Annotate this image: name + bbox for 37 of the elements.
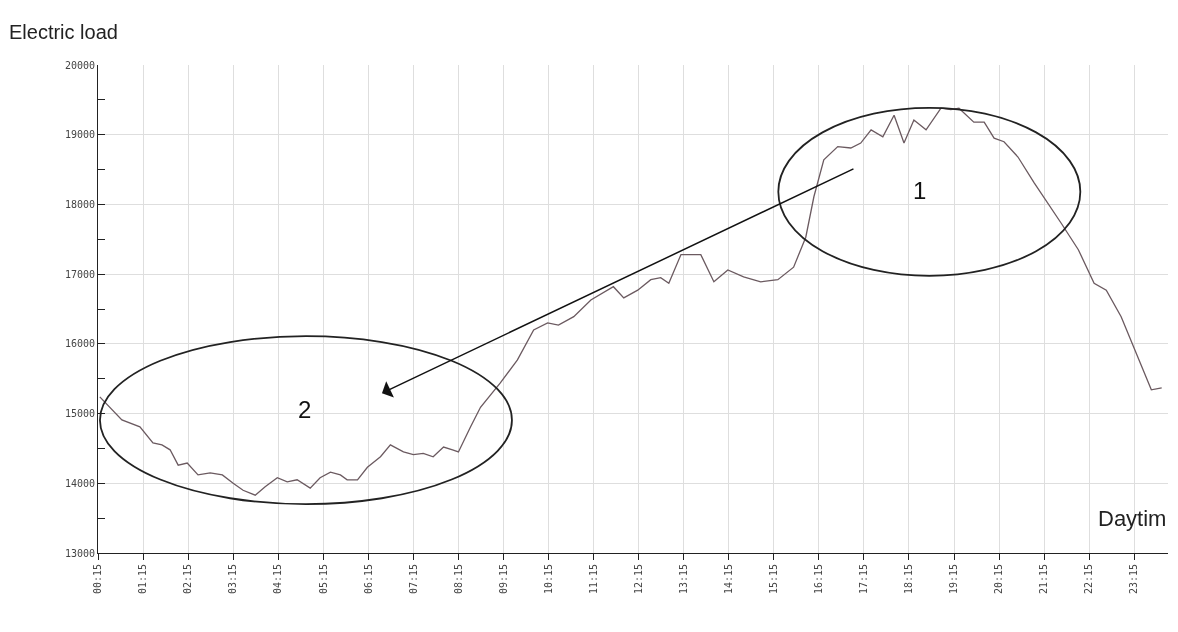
y-tick-label: 15000 bbox=[64, 408, 95, 420]
x-tick-label: 10:15 bbox=[542, 564, 554, 595]
x-tick-label: 01:15 bbox=[137, 564, 149, 595]
x-tick-label: 09:15 bbox=[497, 564, 509, 595]
x-axis-title: Daytim bbox=[1098, 506, 1167, 531]
x-tick-label: 18:15 bbox=[903, 564, 915, 595]
x-tick-label: 06:15 bbox=[362, 564, 374, 595]
x-tick-label: 16:15 bbox=[813, 564, 825, 595]
y-tick-label: 13000 bbox=[64, 547, 95, 559]
y-tick-label: 18000 bbox=[64, 198, 95, 210]
x-tick-label: 11:15 bbox=[587, 564, 599, 595]
x-tick-label: 14:15 bbox=[722, 564, 734, 595]
y-tick-label: 17000 bbox=[64, 268, 95, 280]
x-tick-label: 08:15 bbox=[452, 564, 464, 595]
x-tick-label: 20:15 bbox=[993, 564, 1005, 595]
x-tick-label: 02:15 bbox=[182, 564, 194, 595]
x-tick-label: 23:15 bbox=[1128, 564, 1140, 595]
y-tick-label: 16000 bbox=[64, 338, 95, 350]
y-tick-label: 14000 bbox=[64, 477, 95, 489]
x-tick-label: 15:15 bbox=[768, 564, 780, 595]
x-tick-label: 03:15 bbox=[227, 564, 239, 595]
line-series bbox=[99, 107, 1163, 496]
x-tick-label: 07:15 bbox=[407, 564, 419, 595]
y-tick-label: 20000 bbox=[64, 59, 95, 71]
x-tick-label: 21:15 bbox=[1038, 564, 1050, 595]
x-tick-label: 04:15 bbox=[272, 564, 284, 595]
annotation: 2 bbox=[298, 396, 312, 423]
x-tick-label: 17:15 bbox=[858, 564, 870, 595]
x-tick-label: 19:15 bbox=[948, 564, 960, 595]
x-tick-label: 00:15 bbox=[92, 564, 104, 595]
x-tick-label: 05:15 bbox=[317, 564, 329, 595]
y-tick-label: 19000 bbox=[64, 129, 95, 141]
x-tick-label: 13:15 bbox=[677, 564, 689, 595]
y-axis-title: Electric load bbox=[9, 21, 118, 43]
annotation: 1 bbox=[913, 177, 927, 204]
x-tick-label: 22:15 bbox=[1083, 564, 1095, 595]
x-tick-label: 12:15 bbox=[632, 564, 644, 595]
